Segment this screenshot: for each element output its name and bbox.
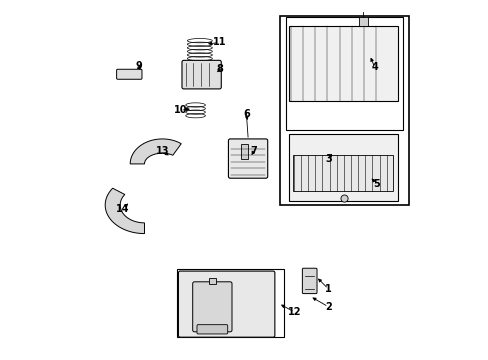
FancyBboxPatch shape [302, 268, 316, 294]
FancyBboxPatch shape [116, 69, 142, 79]
Polygon shape [130, 139, 181, 164]
Text: 9: 9 [136, 61, 142, 71]
Bar [358, 18, 367, 26]
FancyBboxPatch shape [288, 134, 397, 202]
Text: 4: 4 [371, 63, 378, 72]
Text: 8: 8 [216, 64, 223, 74]
Bar [241, 144, 247, 158]
Text: 11: 11 [212, 37, 226, 48]
Text: 2: 2 [325, 302, 331, 312]
Text: 1: 1 [325, 284, 331, 294]
Text: 3: 3 [325, 154, 331, 163]
Text: 6: 6 [243, 109, 249, 119]
Bar [285, 18, 403, 130]
FancyBboxPatch shape [197, 325, 227, 334]
Bar [208, 278, 216, 284]
Bar [280, 16, 408, 205]
Polygon shape [105, 188, 144, 234]
FancyBboxPatch shape [228, 139, 267, 178]
Circle shape [340, 195, 347, 202]
Text: 10: 10 [173, 105, 186, 115]
FancyBboxPatch shape [192, 282, 231, 332]
Bar [292, 155, 392, 191]
Text: 5: 5 [372, 179, 379, 189]
FancyBboxPatch shape [178, 271, 274, 337]
Text: 14: 14 [116, 203, 129, 213]
Text: 7: 7 [249, 147, 256, 157]
Text: 12: 12 [287, 307, 301, 317]
FancyBboxPatch shape [288, 26, 397, 102]
Text: 13: 13 [155, 147, 169, 157]
FancyBboxPatch shape [182, 60, 221, 89]
Bar [176, 269, 283, 337]
